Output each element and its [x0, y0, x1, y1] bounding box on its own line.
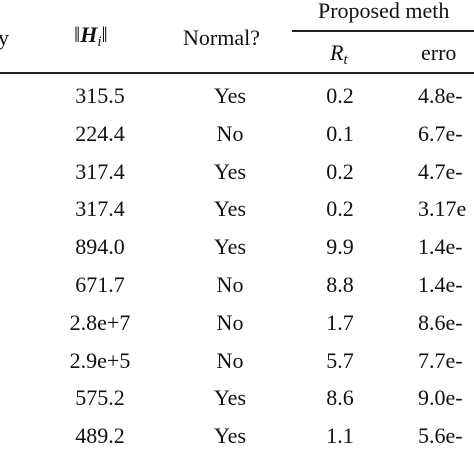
table-cell: Yes — [213, 385, 247, 411]
table-cell: 2.9e+5 — [69, 347, 131, 373]
table-cell: 0.2 — [326, 83, 354, 108]
header-rule — [0, 72, 474, 74]
table-cell: 317.4 — [75, 196, 125, 222]
norm-sub: i — [97, 34, 102, 50]
header-cell: Normal? — [183, 25, 260, 50]
table-cell: Yes — [213, 234, 247, 260]
table-cell: 4.8e- — [418, 83, 463, 108]
table-cell: 1.1 — [326, 423, 354, 449]
table-cell: 575.2 — [75, 385, 125, 411]
table-cell: 317.4 — [75, 158, 125, 184]
table-cell: 8.6e- — [418, 309, 463, 335]
group-rule — [292, 30, 474, 32]
rt-sub: t — [343, 52, 348, 68]
header-cell: ‖Hi‖ — [74, 24, 108, 50]
table-cell: 9.9 — [326, 234, 354, 260]
table-cell: 8.6 — [326, 385, 354, 411]
rt-base: R — [330, 40, 344, 65]
table-cell: Yes — [213, 158, 247, 184]
table-cell: 489.2 — [75, 423, 125, 449]
table-cell: Yes — [213, 423, 247, 449]
table-cell: 671.7 — [75, 272, 125, 297]
table-cell: 0.2 — [326, 196, 354, 222]
norm-base: H — [80, 22, 98, 47]
table-cell: No — [216, 347, 244, 373]
table-cell: 224.4 — [75, 120, 125, 146]
table-cell: 1.4e- — [418, 272, 463, 297]
header-cell: erro — [421, 40, 457, 65]
table-cell: 7.7e- — [418, 347, 463, 373]
table-cell: 5.6e- — [418, 423, 463, 449]
table-cell: 4.7e- — [418, 158, 463, 184]
table-cell: 9.0e- — [418, 385, 463, 411]
table-cell: 3.17e — [418, 196, 467, 222]
table-cell: 0.1 — [326, 120, 354, 146]
norm-bar: ‖ — [74, 22, 81, 47]
header-cell: Rt — [330, 42, 348, 68]
header-group: Proposed meth — [318, 0, 450, 23]
header-cell: y — [0, 25, 9, 50]
table-cell: 6.7e- — [418, 120, 463, 146]
table-cell: No — [216, 309, 244, 335]
table-cell: 8.8 — [326, 272, 354, 297]
table-cell: 0.2 — [326, 158, 354, 184]
table-cell: Yes — [213, 83, 247, 108]
table-cell: 1.4e- — [418, 234, 463, 260]
table-cell: No — [216, 272, 244, 297]
table-cell: 1.7 — [326, 309, 354, 335]
norm-bar: ‖ — [101, 22, 108, 47]
table-cell: 315.5 — [75, 83, 125, 108]
table-cell: 5.7 — [326, 347, 354, 373]
table-cell: 2.8e+7 — [69, 309, 131, 335]
table-cell: 894.0 — [75, 234, 125, 260]
table-cell: No — [216, 120, 244, 146]
table-cell: Yes — [213, 196, 247, 222]
